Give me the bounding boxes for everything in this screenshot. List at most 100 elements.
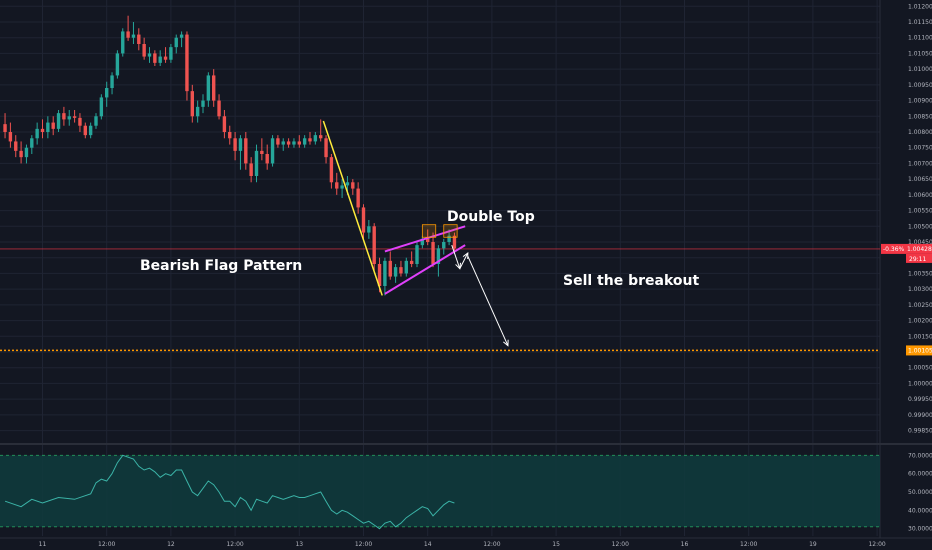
candle-body [409, 260, 414, 264]
candle-body [372, 226, 376, 264]
candle-body [249, 163, 253, 176]
price-tick-label: 1.00850 [908, 113, 932, 120]
price-tick-label: 1.00050 [908, 365, 932, 372]
candle [244, 132, 248, 170]
time-tick-label: 12 [167, 541, 175, 548]
candle-body [260, 150, 264, 154]
candle [308, 132, 312, 145]
candle [313, 132, 318, 145]
rsi-tick-label: 40.0000 [908, 507, 932, 514]
candle [228, 125, 232, 145]
candle-body [244, 138, 248, 164]
candle-body [40, 128, 45, 132]
candle [40, 119, 45, 139]
candle-body [62, 113, 66, 120]
candle-body [185, 34, 189, 92]
price-tick-label: 1.01200 [908, 3, 932, 10]
candle [356, 182, 360, 214]
candle [254, 144, 259, 183]
candle [8, 122, 13, 148]
price-tick-label: 1.00000 [908, 380, 932, 387]
candle [105, 81, 109, 107]
candle [404, 257, 408, 277]
candle-body [190, 91, 194, 117]
candle [56, 110, 61, 132]
candle-body [377, 264, 382, 286]
price-tick-label: 1.01050 [908, 50, 932, 57]
candle-body [147, 53, 152, 57]
price-tick-label: 1.00300 [908, 286, 932, 293]
time-tick-label: 16 [681, 541, 689, 548]
candle [179, 31, 184, 48]
candle-body [206, 75, 211, 101]
candle [35, 122, 39, 145]
candle-body [238, 138, 243, 151]
candle [324, 135, 328, 164]
candle-body [72, 116, 77, 118]
candle [270, 135, 275, 167]
candle-body [19, 150, 23, 158]
time-tick-label: 15 [552, 541, 560, 548]
candle [3, 113, 7, 139]
candle-body [356, 188, 360, 208]
candle [281, 138, 285, 151]
candle [174, 34, 178, 54]
price-tick-label: 0.99950 [908, 396, 932, 403]
candle [78, 113, 82, 132]
candle [329, 154, 334, 189]
candle-body [281, 141, 285, 145]
candle-body [228, 132, 232, 139]
candle [169, 44, 173, 63]
arrow-line [459, 252, 469, 269]
candle-body [442, 242, 446, 249]
level-price-value: 1.00105 [908, 347, 932, 354]
candle [335, 172, 339, 195]
candle [233, 132, 237, 161]
candle [351, 179, 355, 195]
rsi-tick-label: 60.0000 [908, 471, 932, 478]
candle [195, 100, 200, 123]
price-tick-label: 1.00750 [908, 145, 932, 152]
candle [19, 141, 23, 164]
candle [126, 15, 130, 41]
time-tick-label: 12:00 [740, 541, 757, 548]
candle-body [319, 135, 323, 139]
candle-body [142, 44, 146, 57]
flag-upper-line [384, 225, 466, 253]
candle-body [212, 75, 216, 101]
candle-body [302, 138, 307, 145]
price-tick-label: 1.00450 [908, 239, 932, 246]
candle [147, 47, 152, 63]
candle [276, 135, 280, 148]
time-tick-label: 12:00 [98, 541, 115, 548]
candle-body [121, 31, 125, 54]
price-tick-label: 1.01000 [908, 66, 932, 73]
candle-body [361, 207, 366, 233]
candle-body [233, 138, 237, 151]
time-tick-label: 12:00 [868, 541, 885, 548]
price-tick-label: 1.00250 [908, 302, 932, 309]
candle [367, 220, 371, 239]
candle [238, 135, 243, 170]
current-price-value: 1.00428 [907, 246, 932, 253]
countdown-value: 29:11 [909, 256, 926, 263]
candle-body [174, 37, 178, 48]
candle-body [324, 138, 328, 158]
candle-body [383, 260, 387, 286]
candle-body [217, 100, 221, 117]
price-tick-label: 1.00700 [908, 160, 932, 167]
rsi-band [0, 455, 880, 527]
candle [222, 110, 227, 139]
candle-body [351, 182, 355, 189]
candle [121, 28, 125, 57]
candle [24, 144, 29, 164]
candle-body [367, 226, 371, 233]
price-tick-label: 1.00600 [908, 192, 932, 199]
candle-body [14, 141, 18, 151]
candle-body [94, 116, 98, 126]
bearish-flag-label: Bearish Flag Pattern [140, 258, 302, 274]
candle-body [415, 245, 419, 264]
candle [431, 232, 435, 268]
candle [99, 94, 104, 120]
